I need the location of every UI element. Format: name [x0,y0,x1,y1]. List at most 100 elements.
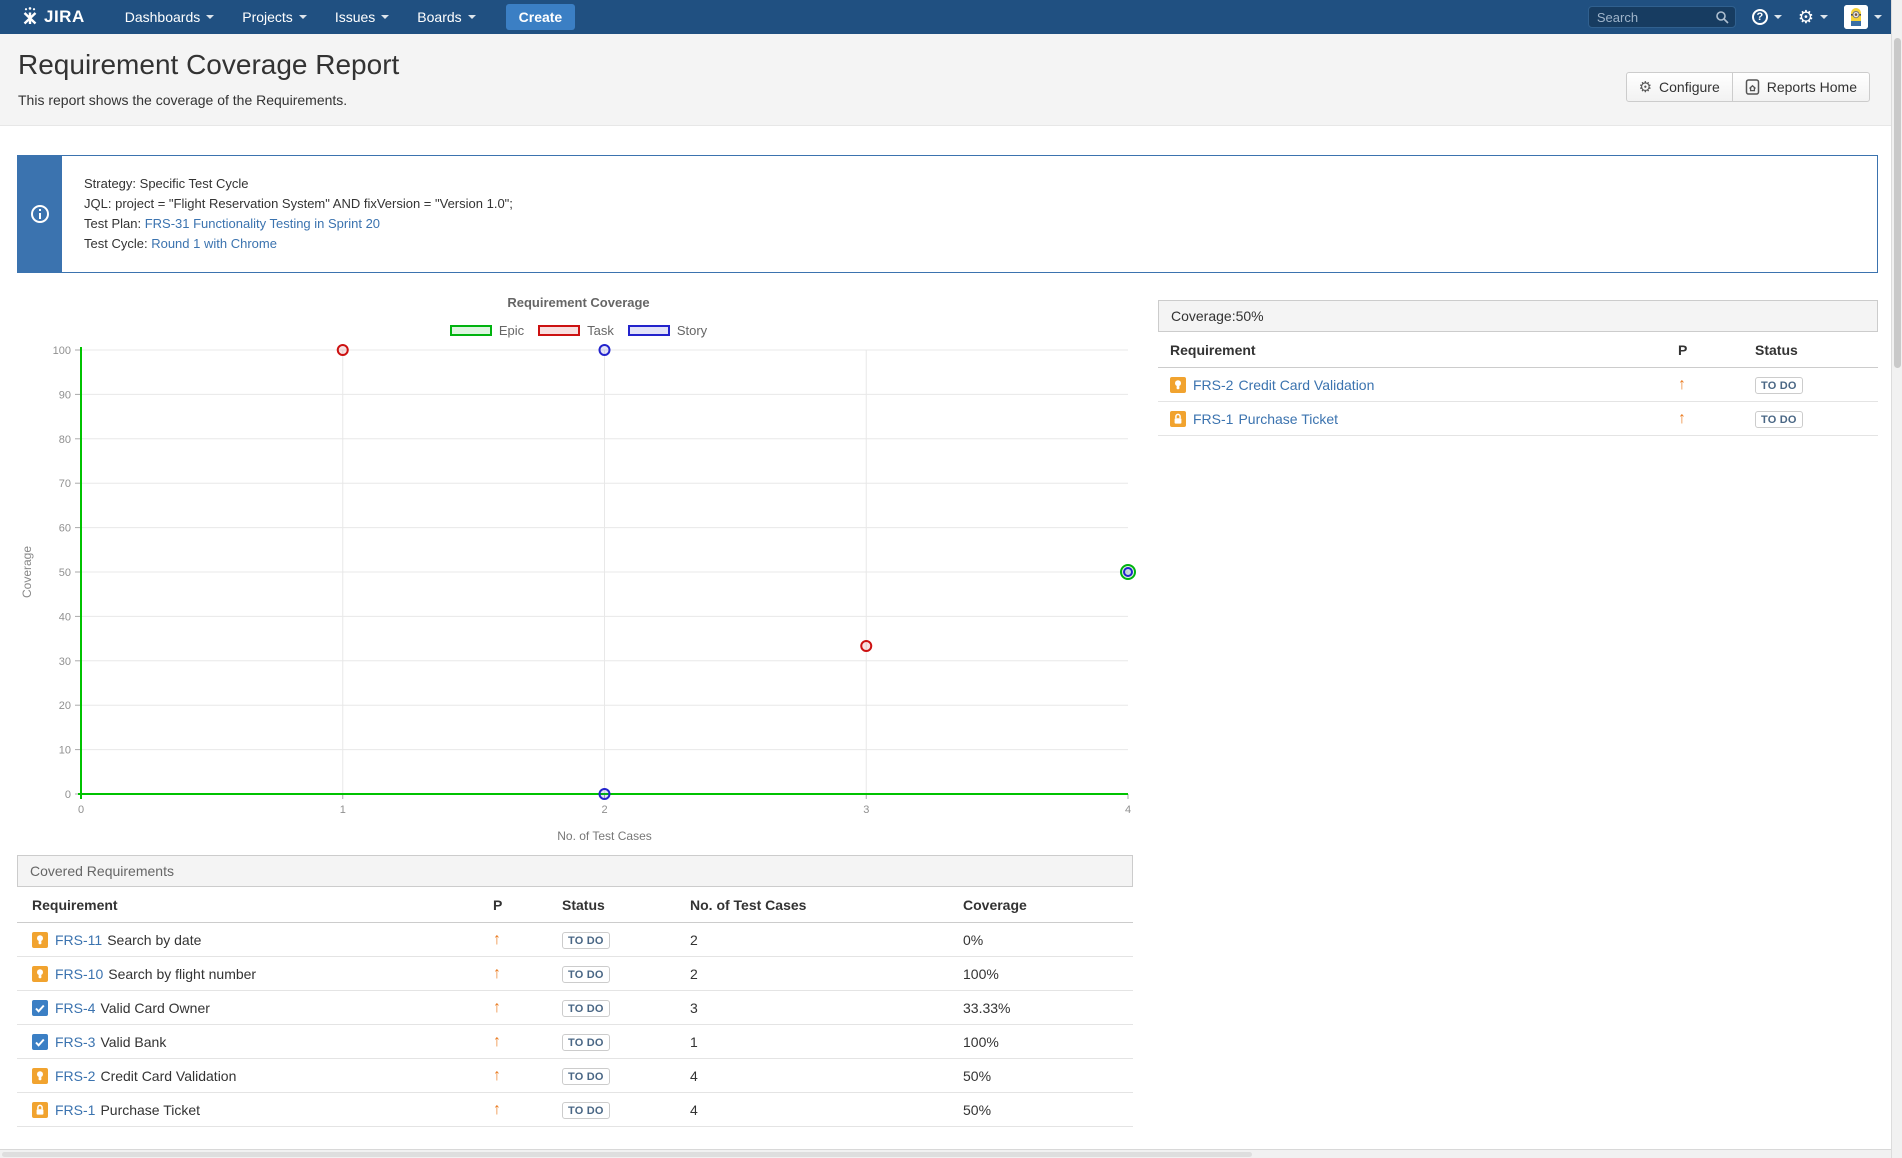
covered-requirements-table: Requirement P Status No. of Test Cases C… [17,887,1133,1127]
chart-data-point-story[interactable] [1124,568,1132,576]
requirement-key-link[interactable]: FRS-2 [1193,377,1233,393]
jira-logo[interactable]: JIRA [20,7,85,27]
requirement-summary: Credit Card Validation [1238,377,1374,393]
coverage-value: 100% [963,957,1133,991]
strategy-value: Specific Test Cycle [140,176,249,191]
horizontal-scrollbar[interactable] [0,1149,1891,1158]
avatar-image [1844,5,1868,29]
report-info-panel: Strategy: Specific Test Cycle JQL: proje… [17,155,1878,273]
strategy-label: Strategy: [84,176,136,191]
chart-data-point-task[interactable] [861,641,871,651]
y-tick-label: 50 [59,567,71,579]
story-issue-type-icon [32,932,48,948]
search-input[interactable] [1588,6,1736,28]
y-tick-label: 20 [59,700,71,712]
create-button[interactable]: Create [506,4,576,30]
requirement-summary: Valid Card Owner [100,1000,209,1016]
chart-data-point-task[interactable] [338,345,348,355]
test-plan-label: Test Plan: [84,216,141,231]
table-row: FRS-1Purchase Ticket ↑ TO DO 4 50% [17,1093,1133,1127]
priority-up-icon: ↑ [493,931,501,948]
priority-up-icon: ↑ [493,1101,501,1118]
table-row: FRS-2 Credit Card Validation ↑ TO DO [1158,368,1878,402]
search-icon[interactable] [1715,10,1729,24]
nav-right-tools: ? ⚙ [1588,5,1882,29]
reports-home-button[interactable]: Reports Home [1732,72,1870,102]
table-row: FRS-1Purchase Ticket ↑ TO DO [1158,402,1878,436]
nav-item-projects[interactable]: Projects [242,9,307,25]
coverage-value: 100% [963,1025,1133,1059]
chart-data-point-story[interactable] [600,789,610,799]
legend-label: Epic [499,323,524,338]
info-body: Strategy: Specific Test Cycle JQL: proje… [62,156,513,272]
status-badge: TO DO [562,1068,610,1085]
priority-up-icon: ↑ [493,965,501,982]
strategy-line: Strategy: Specific Test Cycle [84,174,513,194]
column-header-coverage: Coverage [963,887,1133,923]
chevron-down-icon [1820,15,1828,19]
requirement-coverage-chart: Requirement Coverage EpicTaskStory 0 10 20… [17,288,1140,850]
configure-button[interactable]: ⚙ Configure [1626,72,1733,102]
table-row: FRS-3Valid Bank ↑ TO DO 1 100% [17,1025,1133,1059]
test-plan-link[interactable]: FRS-31 Functionality Testing in Sprint 2… [145,216,380,231]
chart-legend: EpicTaskStory [17,323,1140,338]
requirement-summary: Purchase Ticket [1238,411,1338,427]
report-home-icon [1745,79,1760,95]
table-row: FRS-10Search by flight number ↑ TO DO 2 … [17,957,1133,991]
test-cases-count: 4 [690,1059,963,1093]
top-navigation-bar: JIRA Dashboards Projects Issues Boards C… [0,0,1902,34]
y-tick-label: 90 [59,389,71,401]
chevron-down-icon [299,15,307,19]
reports-home-button-label: Reports Home [1767,79,1857,95]
avatar [1844,5,1868,29]
nav-item-issues[interactable]: Issues [335,9,389,25]
report-actions: ⚙ Configure Reports Home [1626,72,1870,102]
y-tick-label: 30 [59,656,71,668]
requirement-key-link[interactable]: FRS-1 [55,1102,95,1118]
requirement-summary: Purchase Ticket [100,1102,200,1118]
status-badge: TO DO [562,1102,610,1119]
requirement-key-link[interactable]: FRS-10 [55,966,103,982]
test-cases-count: 2 [690,923,963,957]
story-issue-type-icon [32,1068,48,1084]
help-icon: ? [1752,9,1768,25]
settings-menu[interactable]: ⚙ [1798,8,1828,26]
table-row: FRS-11Search by date ↑ TO DO 2 0% [17,923,1133,957]
vertical-scrollbar[interactable] [1891,0,1902,1158]
nav-item-label: Boards [417,9,461,25]
jira-logo-text: JIRA [44,7,85,27]
y-tick-label: 10 [59,745,71,757]
jira-requirement-coverage-report-page: JIRA Dashboards Projects Issues Boards C… [0,0,1902,1158]
status-badge: TO DO [1755,377,1803,394]
requirement-summary: Search by date [107,932,201,948]
y-tick-label: 100 [53,345,71,357]
coverage-table: Requirement P Status FRS-2 Credit Card Va… [1158,332,1878,436]
test-cycle-link[interactable]: Round 1 with Chrome [151,236,277,251]
test-cases-count: 1 [690,1025,963,1059]
table-header-row: Requirement P Status [1158,332,1878,368]
nav-item-boards[interactable]: Boards [417,9,475,25]
y-tick-label: 70 [59,478,71,490]
nav-item-dashboards[interactable]: Dashboards [125,9,215,25]
horizontal-scrollbar-thumb[interactable] [2,1152,1252,1157]
coverage-panel: Coverage:50% Requirement P Status FRS-2 C… [1158,300,1878,436]
requirement-key-link[interactable]: FRS-1 [1193,411,1233,427]
y-tick-label: 80 [59,434,71,446]
column-header-test-cases: No. of Test Cases [690,887,963,923]
coverage-panel-header: Coverage:50% [1158,300,1878,332]
chart-data-point-story[interactable] [600,345,610,355]
requirement-key-link[interactable]: FRS-3 [55,1034,95,1050]
x-tick-label: 0 [78,804,84,816]
priority-up-icon: ↑ [1678,376,1686,393]
status-badge: TO DO [562,932,610,949]
chart-title: Requirement Coverage [17,288,1140,310]
requirement-key-link[interactable]: FRS-4 [55,1000,95,1016]
requirement-key-link[interactable]: FRS-2 [55,1068,95,1084]
search-box [1588,6,1736,28]
help-menu[interactable]: ? [1752,9,1782,25]
vertical-scrollbar-thumb[interactable] [1894,38,1901,368]
chevron-down-icon [1774,15,1782,19]
requirement-key-link[interactable]: FRS-11 [55,932,102,948]
priority-up-icon: ↑ [493,1067,501,1084]
user-menu[interactable] [1844,5,1882,29]
